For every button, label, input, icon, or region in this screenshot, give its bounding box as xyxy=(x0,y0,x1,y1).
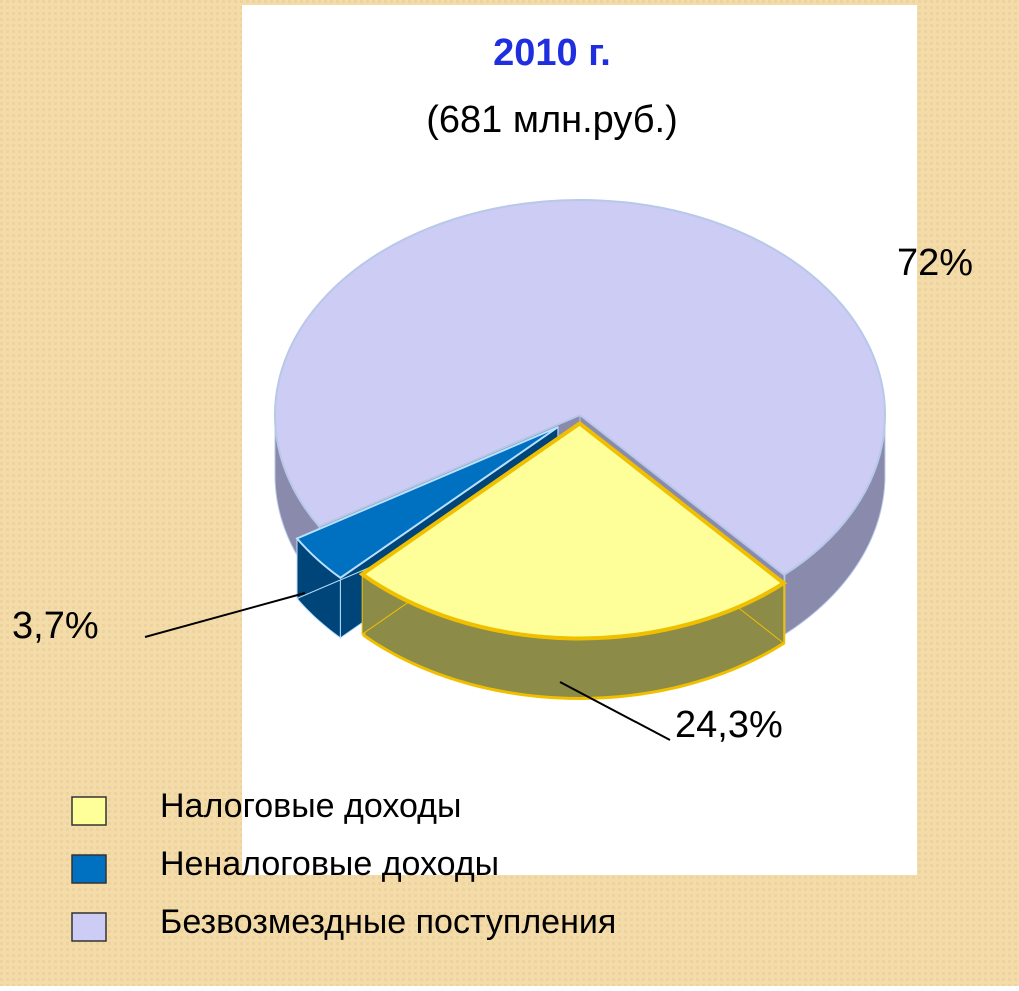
data-label: 72% xyxy=(897,242,973,284)
data-label: 3,7% xyxy=(12,605,99,647)
legend-swatch xyxy=(71,796,107,826)
labels: 24,3% 3,7% 72% Налоговые доходы Неналоговые … xyxy=(12,242,973,942)
pie xyxy=(274,199,886,700)
leader-line xyxy=(559,681,671,741)
leader-line xyxy=(144,592,306,638)
legend-swatch xyxy=(71,912,107,942)
legend-label: Безвозмездные поступления xyxy=(160,903,616,941)
data-label: 24,3% xyxy=(675,704,783,746)
pie-slice xyxy=(358,420,788,641)
chart-subtitle: (681 млн.руб.) xyxy=(426,99,678,141)
chart-title: 2010 г. xyxy=(493,32,611,74)
legend-swatch xyxy=(71,854,107,884)
pie-slice xyxy=(295,426,559,580)
legend-label: Неналоговые доходы xyxy=(160,845,499,883)
pie-slice xyxy=(274,199,886,576)
legend-label: Налоговые доходы xyxy=(160,787,461,825)
